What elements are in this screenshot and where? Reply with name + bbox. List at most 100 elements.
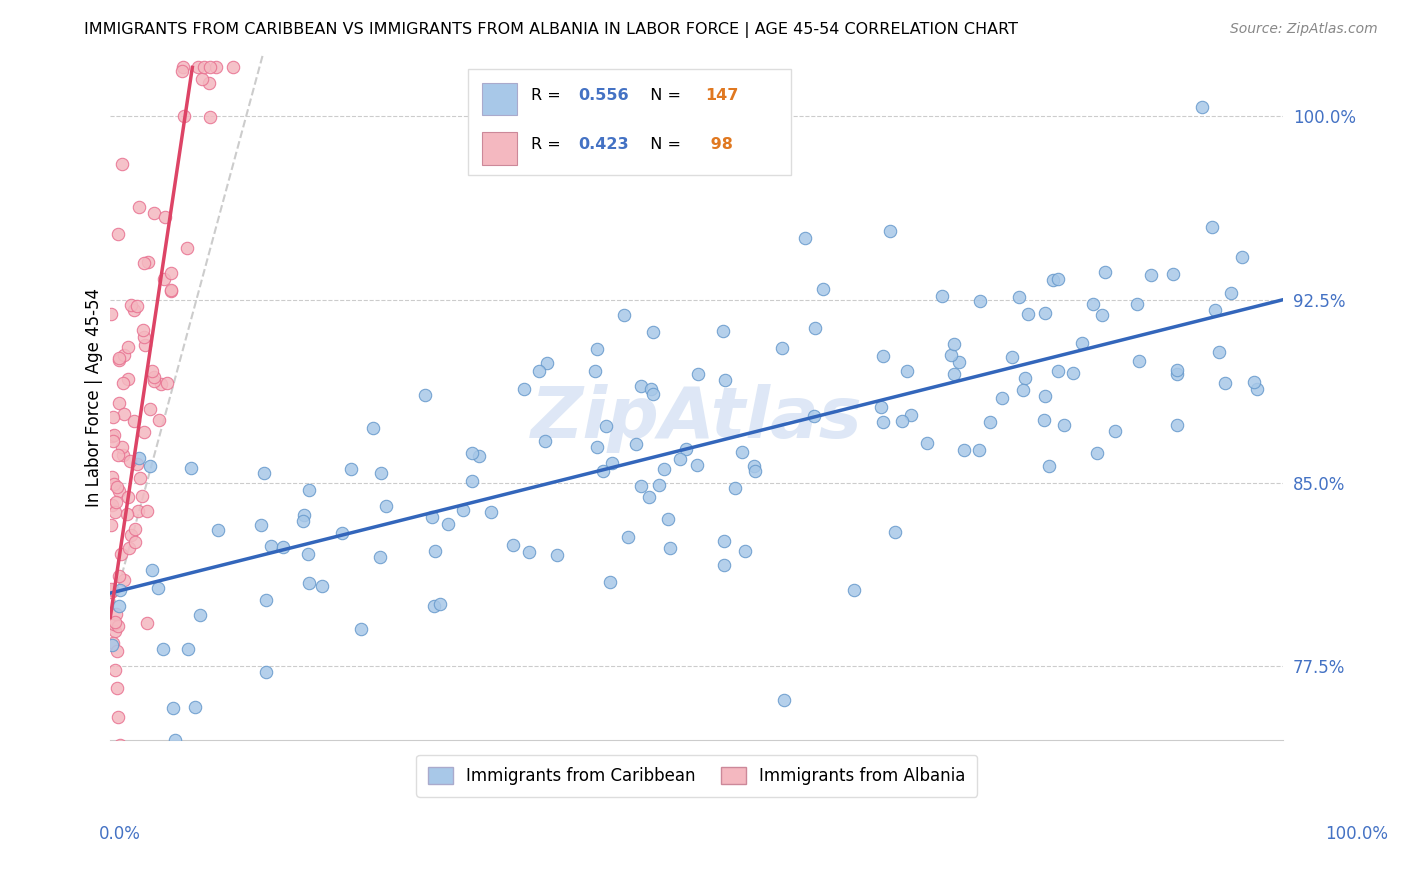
Point	[624, 437, 647, 451]
Point	[423, 543, 446, 558]
Point	[915, 435, 938, 450]
Point	[105, 480, 128, 494]
Point	[160, 283, 183, 297]
Point	[890, 413, 912, 427]
Point	[742, 459, 765, 474]
Point	[193, 61, 215, 75]
Point	[143, 206, 166, 220]
Point	[659, 541, 682, 555]
Point	[583, 364, 606, 378]
Point	[413, 387, 436, 401]
Text: N =: N =	[640, 137, 686, 153]
Point	[156, 376, 179, 390]
Point	[118, 541, 141, 556]
Point	[423, 599, 446, 614]
Point	[1243, 375, 1265, 389]
Point	[744, 464, 766, 478]
Point	[630, 478, 652, 492]
Point	[870, 401, 893, 415]
Point	[529, 364, 551, 378]
Point	[120, 528, 142, 542]
Point	[1204, 303, 1226, 318]
Point	[991, 391, 1014, 405]
Point	[108, 582, 131, 597]
Point	[159, 267, 181, 281]
Point	[101, 743, 124, 757]
Point	[770, 342, 793, 356]
Point	[803, 409, 825, 423]
Point	[896, 363, 918, 377]
Point	[107, 227, 129, 241]
Point	[173, 61, 195, 75]
Point	[101, 636, 124, 650]
Point	[1230, 250, 1253, 264]
Point	[101, 429, 124, 443]
Point	[107, 448, 129, 462]
Point	[330, 525, 353, 540]
Point	[107, 681, 129, 696]
Text: 100.0%: 100.0%	[1326, 825, 1388, 843]
Point	[180, 461, 202, 475]
Point	[1017, 307, 1039, 321]
Point	[872, 416, 894, 430]
Text: ZipAtlas: ZipAtlas	[531, 384, 862, 452]
Point	[254, 665, 277, 680]
Point	[111, 448, 134, 462]
Point	[150, 376, 173, 391]
Point	[108, 739, 131, 753]
Point	[1033, 305, 1056, 319]
Point	[879, 224, 901, 238]
Point	[108, 395, 131, 409]
Point	[1014, 371, 1036, 385]
Point	[204, 61, 226, 75]
Point	[107, 794, 129, 808]
Point	[461, 475, 484, 489]
Point	[101, 638, 124, 652]
Point	[1163, 268, 1185, 282]
Point	[1213, 376, 1236, 390]
Point	[1046, 364, 1069, 378]
Point	[339, 462, 361, 476]
Point	[103, 428, 125, 442]
Point	[640, 382, 662, 396]
Point	[131, 322, 153, 336]
Point	[110, 547, 132, 561]
Point	[207, 523, 229, 537]
Point	[713, 558, 735, 572]
Point	[311, 579, 333, 593]
Point	[713, 533, 735, 548]
Point	[153, 271, 176, 285]
Point	[586, 440, 609, 454]
Point	[173, 109, 195, 123]
Point	[198, 110, 221, 124]
Point	[117, 491, 139, 505]
Point	[969, 442, 991, 457]
Point	[630, 379, 652, 393]
Point	[184, 700, 207, 714]
Point	[592, 464, 614, 478]
Point	[105, 495, 128, 509]
Point	[1128, 354, 1150, 368]
Point	[153, 210, 176, 224]
Point	[375, 499, 398, 513]
Point	[969, 293, 991, 308]
Point	[117, 340, 139, 354]
Point	[139, 459, 162, 474]
Point	[170, 63, 193, 78]
Text: R =: R =	[531, 137, 567, 153]
Point	[361, 421, 384, 435]
Point	[110, 745, 132, 759]
Point	[429, 597, 451, 611]
Point	[1042, 272, 1064, 286]
Point	[1012, 383, 1035, 397]
Point	[100, 582, 122, 596]
Point	[198, 76, 221, 90]
Point	[129, 471, 152, 485]
Point	[297, 547, 319, 561]
Point	[1140, 268, 1163, 283]
Point	[513, 382, 536, 396]
Point	[117, 372, 139, 386]
Point	[931, 289, 953, 303]
Y-axis label: In Labor Force | Age 45-54: In Labor Force | Age 45-54	[86, 288, 103, 507]
Text: 147: 147	[704, 88, 738, 103]
